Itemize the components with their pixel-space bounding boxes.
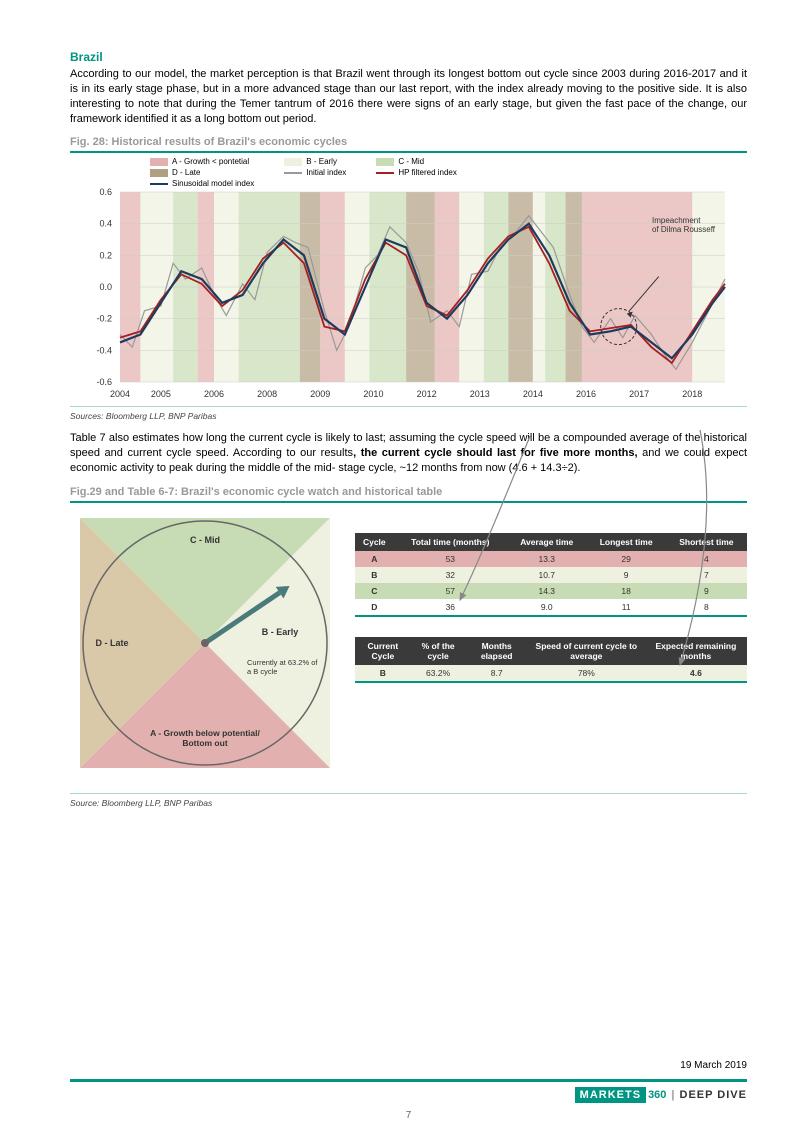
- svg-text:Currently at 63.2% of: Currently at 63.2% of: [247, 658, 318, 667]
- svg-text:0.4: 0.4: [99, 219, 112, 229]
- svg-text:2006: 2006: [204, 389, 224, 399]
- svg-text:2008: 2008: [257, 389, 277, 399]
- svg-text:2014: 2014: [523, 389, 543, 399]
- svg-text:A - Growth below potential/: A - Growth below potential/: [150, 728, 260, 738]
- paragraph-2: Table 7 also estimates how long the curr…: [70, 431, 747, 476]
- svg-text:a B cycle: a B cycle: [247, 667, 277, 676]
- fig28-source: Sources: Bloomberg LLP, BNP Paribas: [70, 411, 747, 421]
- svg-text:2016: 2016: [576, 389, 596, 399]
- table-6: CycleTotal time (months)Average timeLong…: [355, 533, 747, 617]
- svg-text:-0.4: -0.4: [96, 346, 112, 356]
- svg-text:2005: 2005: [151, 389, 171, 399]
- svg-text:2018: 2018: [682, 389, 702, 399]
- svg-text:2010: 2010: [363, 389, 383, 399]
- cycle-clock: C - Mid B - Early D - Late A - Growth below…: [70, 508, 340, 778]
- divider: [70, 151, 747, 153]
- table-7: Current Cycle% of the cycleMonths elapse…: [355, 637, 747, 683]
- paragraph-1: According to our model, the market perce…: [70, 67, 747, 126]
- svg-text:2004: 2004: [110, 389, 130, 399]
- footer-date: 19 March 2019: [70, 1060, 747, 1071]
- svg-text:Bottom out: Bottom out: [182, 738, 227, 748]
- svg-text:C - Mid: C - Mid: [190, 535, 220, 545]
- svg-text:D - Late: D - Late: [95, 638, 128, 648]
- brand-logo: MARKETS360 | DEEP DIVE: [575, 1087, 747, 1103]
- page-footer: 19 March 2019 MARKETS360 | DEEP DIVE 7: [70, 1060, 747, 1103]
- svg-text:-0.2: -0.2: [96, 314, 112, 324]
- fig28-chart: -0.6 -0.4 -0.2 0.0 0.2 0.4 0.6 2004 2005 2006 2008…: [75, 157, 735, 402]
- fig28-title: Fig. 28: Historical results of Brazil's …: [70, 136, 747, 148]
- svg-text:0.6: 0.6: [99, 187, 112, 197]
- svg-text:2012: 2012: [417, 389, 437, 399]
- divider: [70, 406, 747, 407]
- impeachment-annotation: Impeachmentof Dilma Rousseff: [652, 217, 715, 235]
- svg-text:0.0: 0.0: [99, 282, 112, 292]
- svg-text:B - Early: B - Early: [262, 627, 299, 637]
- svg-text:-0.6: -0.6: [96, 377, 112, 387]
- fig29-content: C - Mid B - Early D - Late A - Growth below…: [70, 508, 747, 778]
- section-title: Brazil: [70, 50, 747, 64]
- fig29-source: Source: Bloomberg LLP, BNP Paribas: [70, 798, 747, 808]
- fig28-legend: A - Growth < pontetial D - Late Sinusoid…: [150, 157, 457, 188]
- svg-text:2013: 2013: [470, 389, 490, 399]
- fig29-title: Fig.29 and Table 6-7: Brazil's economic …: [70, 486, 747, 498]
- page-number: 7: [406, 1110, 412, 1121]
- svg-text:2009: 2009: [310, 389, 330, 399]
- divider: [70, 501, 747, 503]
- svg-text:0.2: 0.2: [99, 251, 112, 261]
- divider: [70, 793, 747, 794]
- svg-text:2017: 2017: [629, 389, 649, 399]
